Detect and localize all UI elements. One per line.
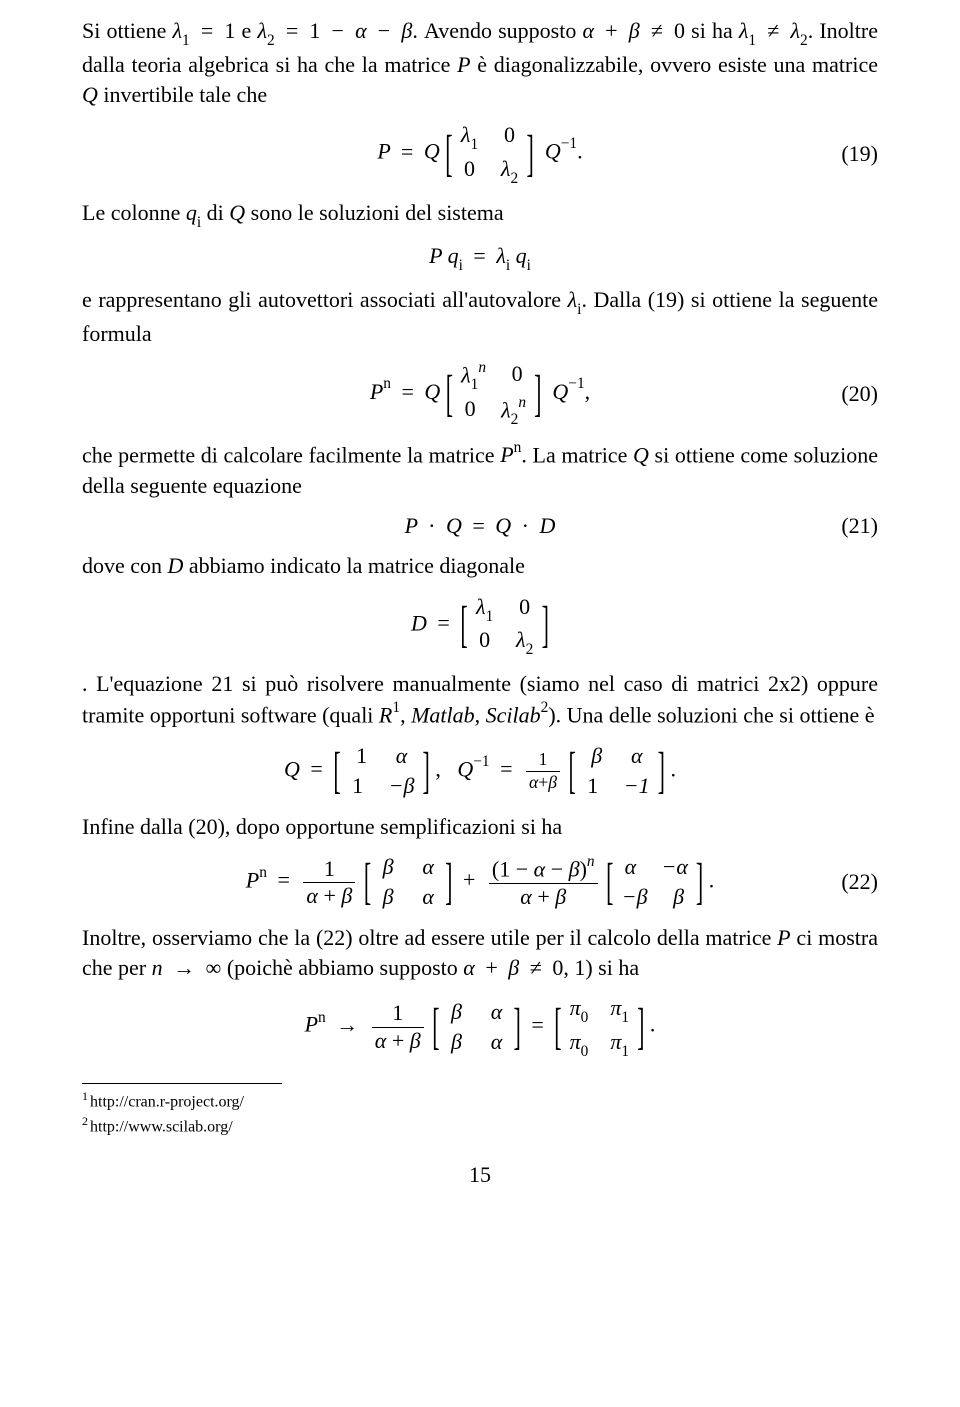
math-display: Pn = Q [ λ1n0 0λ2n ] Q−1, bbox=[370, 359, 590, 429]
math-display: Pn = 1α + β [ βα βα ] + (1 − α − β)nα + … bbox=[246, 852, 714, 913]
page-number: 15 bbox=[82, 1160, 878, 1190]
math-display: Pn → 1α + β [ βα βα ] = [ π0π1 π0π1 ] . bbox=[305, 993, 656, 1060]
equation-21: P · Q = Q · D (21) bbox=[82, 511, 878, 541]
text: Si ottiene bbox=[82, 18, 172, 43]
equation-Q: Q = [ 1α 1−β ] , Q−1 = 1α+β [ βα 1−1 ] bbox=[82, 741, 878, 802]
text: e bbox=[235, 18, 257, 43]
paragraph-5: dove con D abbiamo indicato la matrice d… bbox=[82, 551, 878, 581]
math-inline: λ1 = 1 bbox=[172, 18, 235, 43]
equation-number: (20) bbox=[841, 379, 878, 409]
text: . Avendo supposto bbox=[412, 18, 582, 43]
paragraph-2: Le colonne qi di Q sono le soluzioni del… bbox=[82, 198, 878, 232]
math-display: Q = [ 1α 1−β ] , Q−1 = 1α+β [ βα 1−1 ] bbox=[284, 741, 676, 802]
math-inline: Q bbox=[82, 82, 98, 107]
equation-number: (22) bbox=[841, 867, 878, 897]
paragraph-6: . L'equazione 21 si può risolvere manual… bbox=[82, 669, 878, 731]
text: è diagonalizzabile, ovvero esiste una ma… bbox=[471, 52, 878, 77]
equation-pq: P qi = λi qi bbox=[82, 241, 878, 275]
math-display: D = [ λ10 0λ2 ] bbox=[411, 592, 549, 659]
math-display: P qi = λi qi bbox=[429, 241, 531, 275]
math-inline: λ2 = 1 − α − β bbox=[257, 18, 412, 43]
paragraph-4: che permette di calcolare facilmente la … bbox=[82, 439, 878, 501]
paragraph-3: e rappresentano gli autovettori associat… bbox=[82, 285, 878, 349]
equation-number: (19) bbox=[841, 139, 878, 169]
footnote-1: 1http://cran.r-project.org/ bbox=[82, 1088, 878, 1113]
equation-limit: Pn → 1α + β [ βα βα ] = [ π0π1 π0π1 ] . bbox=[82, 993, 878, 1060]
equation-20: Pn = Q [ λ1n0 0λ2n ] Q−1, (20) bbox=[82, 359, 878, 429]
math-inline: P bbox=[457, 52, 470, 77]
math-display: P = Q [ λ10 0λ2 ] Q−1. bbox=[377, 120, 582, 187]
text: si ha bbox=[685, 18, 739, 43]
page: Si ottiene λ1 = 1 e λ2 = 1 − α − β. Aven… bbox=[0, 0, 960, 1407]
footnote-2: 2http://www.scilab.org/ bbox=[82, 1113, 878, 1138]
footnote-rule bbox=[82, 1083, 282, 1084]
paragraph-8: Inoltre, osserviamo che la (22) oltre ad… bbox=[82, 923, 878, 984]
math-inline: λ1 ≠ λ2 bbox=[739, 18, 808, 43]
equation-22: Pn = 1α + β [ βα βα ] + (1 − α − β)nα + … bbox=[82, 852, 878, 913]
paragraph-7: Infine dalla (20), dopo opportune sempli… bbox=[82, 812, 878, 842]
text: invertibile tale che bbox=[98, 82, 267, 107]
equation-number: (21) bbox=[841, 511, 878, 541]
equation-19: P = Q [ λ10 0λ2 ] Q−1. (19) bbox=[82, 120, 878, 187]
paragraph-1: Si ottiene λ1 = 1 e λ2 = 1 − α − β. Aven… bbox=[82, 16, 878, 110]
math-display: P · Q = Q · D bbox=[405, 511, 556, 541]
equation-D: D = [ λ10 0λ2 ] bbox=[82, 592, 878, 659]
math-inline: α + β ≠ 0 bbox=[582, 18, 685, 43]
